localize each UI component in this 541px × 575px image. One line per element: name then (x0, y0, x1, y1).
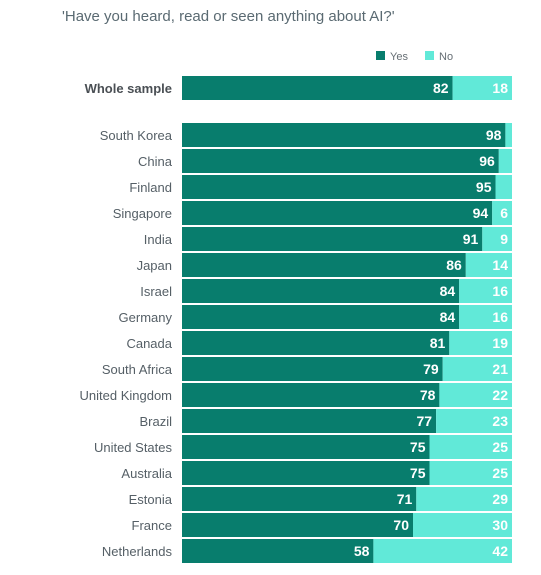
category-label-finland: Finland (129, 180, 172, 195)
value-label-yes-australia: 75 (410, 465, 426, 481)
value-label-no-israel: 16 (492, 283, 508, 299)
value-label-no-singapore: 6 (500, 205, 508, 221)
category-label-united-states: United States (94, 440, 173, 455)
bar-yes-south-korea (182, 123, 506, 147)
category-label-netherlands: Netherlands (102, 544, 173, 559)
bar-yes-israel (182, 279, 460, 303)
value-label-yes-france: 70 (393, 517, 409, 533)
legend-label-no: No (439, 51, 453, 63)
bar-yes-india (182, 227, 483, 251)
bar-no-india (482, 227, 512, 251)
value-label-no-japan: 14 (492, 257, 508, 273)
value-label-yes-whole-sample: 82 (433, 80, 449, 96)
value-label-no-netherlands: 42 (492, 543, 508, 559)
bar-no-finland (495, 175, 512, 199)
value-label-no-united-states: 25 (492, 439, 508, 455)
value-label-yes-japan: 86 (446, 257, 462, 273)
category-label-united-kingdom: United Kingdom (80, 388, 173, 403)
value-label-yes-singapore: 94 (473, 205, 489, 221)
bar-yes-brazil (182, 409, 437, 433)
value-label-yes-israel: 84 (440, 283, 456, 299)
legend-label-yes: Yes (390, 51, 408, 63)
category-label-australia: Australia (121, 466, 172, 481)
legend-swatch-no (425, 51, 434, 60)
value-label-no-australia: 25 (492, 465, 508, 481)
category-label-germany: Germany (119, 310, 173, 325)
bar-yes-china (182, 149, 499, 173)
category-label-canada: Canada (126, 336, 172, 351)
bar-no-brazil (436, 409, 512, 433)
value-label-yes-united-states: 75 (410, 439, 426, 455)
value-label-no-estonia: 29 (492, 491, 508, 507)
bars-group (182, 76, 512, 563)
bar-yes-united-kingdom (182, 383, 440, 407)
value-label-yes-south-africa: 79 (423, 361, 439, 377)
value-label-no-canada: 19 (492, 335, 508, 351)
value-label-no-france: 30 (492, 517, 508, 533)
value-label-no-whole-sample: 18 (492, 80, 508, 96)
category-label-india: India (144, 232, 173, 247)
category-label-japan: Japan (137, 258, 172, 273)
bar-no-whole-sample (452, 76, 512, 100)
bar-yes-south-africa (182, 357, 443, 381)
bar-yes-singapore (182, 201, 493, 225)
bar-yes-japan (182, 253, 466, 277)
bar-no-netherlands (373, 539, 512, 563)
value-label-yes-finland: 95 (476, 179, 492, 195)
chart-title: 'Have you heard, read or seen anything a… (62, 8, 395, 25)
value-label-yes-canada: 81 (430, 335, 446, 351)
bar-no-south-africa (442, 357, 512, 381)
value-label-yes-united-kingdom: 78 (420, 387, 436, 403)
category-label-south-africa: South Africa (102, 362, 173, 377)
value-label-no-south-africa: 21 (492, 361, 508, 377)
bar-yes-united-states (182, 435, 430, 459)
bar-yes-netherlands (182, 539, 374, 563)
value-label-yes-netherlands: 58 (354, 543, 370, 559)
value-label-yes-estonia: 71 (397, 491, 413, 507)
bar-yes-france (182, 513, 413, 537)
legend-swatch-yes (376, 51, 385, 60)
value-label-yes-south-korea: 98 (486, 127, 502, 143)
category-label-israel: Israel (140, 284, 172, 299)
bar-no-australia (429, 461, 512, 485)
bar-yes-whole-sample (182, 76, 453, 100)
bar-yes-germany (182, 305, 460, 329)
category-label-south-korea: South Korea (100, 128, 173, 143)
bar-yes-canada (182, 331, 450, 355)
value-label-no-germany: 16 (492, 309, 508, 325)
bar-no-germany (459, 305, 512, 329)
bar-yes-estonia (182, 487, 417, 511)
bar-no-japan (465, 253, 512, 277)
bar-no-estonia (416, 487, 512, 511)
bar-no-france (413, 513, 512, 537)
category-label-france: France (132, 518, 172, 533)
category-label-singapore: Singapore (113, 206, 172, 221)
value-label-yes-india: 91 (463, 231, 479, 247)
bar-no-singapore (492, 201, 512, 225)
value-label-no-united-kingdom: 22 (492, 387, 508, 403)
category-label-brazil: Brazil (139, 414, 172, 429)
bar-no-china (498, 149, 512, 173)
category-label-china: China (138, 154, 173, 169)
value-label-yes-china: 96 (479, 153, 495, 169)
bar-yes-australia (182, 461, 430, 485)
bar-no-israel (459, 279, 512, 303)
value-label-no-brazil: 23 (492, 413, 508, 429)
bar-yes-finland (182, 175, 496, 199)
category-label-whole-sample: Whole sample (85, 81, 172, 96)
value-label-yes-brazil: 77 (417, 413, 433, 429)
bar-no-south-korea (505, 123, 512, 147)
value-label-yes-germany: 84 (440, 309, 456, 325)
bar-no-canada (449, 331, 512, 355)
value-label-no-india: 9 (500, 231, 508, 247)
category-label-estonia: Estonia (129, 492, 173, 507)
bar-no-united-states (429, 435, 512, 459)
bar-no-united-kingdom (439, 383, 512, 407)
legend: Yes No (376, 51, 453, 63)
